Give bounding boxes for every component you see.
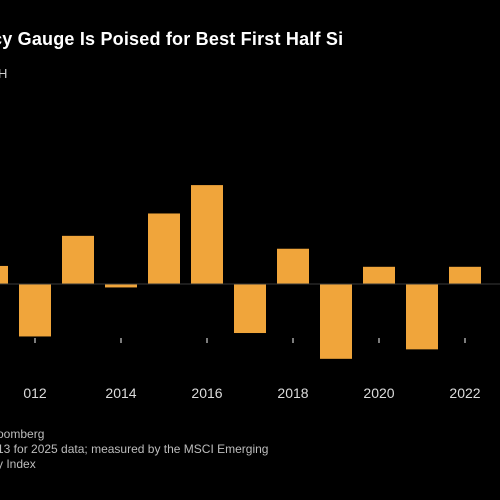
bar-2020: [363, 266, 395, 284]
x-tick-label-2022: 2022: [449, 385, 480, 401]
chart-title: cy Gauge Is Poised for Best First Half S…: [0, 29, 344, 49]
bar-2011: [0, 265, 8, 284]
bar-2013: [62, 235, 94, 284]
x-tick-label-2016: 2016: [191, 385, 222, 401]
bar-2012: [19, 284, 51, 337]
chart-subtitle: H: [0, 66, 8, 81]
bar-2014: [105, 284, 137, 288]
x-tick-label-2018: 2018: [277, 385, 308, 401]
x-tick-label-2020: 2020: [363, 385, 394, 401]
bar-2016: [191, 185, 223, 284]
bar-2017: [234, 284, 266, 334]
footnote-line-2: y Index: [0, 457, 36, 471]
bar-2021: [406, 284, 438, 350]
bar-group: [0, 185, 481, 359]
chart-footer: oomberg 13 for 2025 data; measured by th…: [0, 427, 268, 472]
source-note: oomberg: [0, 427, 45, 441]
bar-2019: [320, 284, 352, 359]
x-tick-label-2014: 2014: [105, 385, 136, 401]
x-tick-label-2012: 012: [23, 385, 47, 401]
bar-2022: [449, 266, 481, 284]
bar-2018: [277, 248, 309, 284]
footnote-line-1: 13 for 2025 data; measured by the MSCI E…: [0, 442, 269, 456]
bar-2015: [148, 213, 180, 284]
x-axis-ticks: [34, 338, 466, 343]
x-axis-tick-labels: 012 2014 2016 2018 2020 2022: [23, 385, 480, 401]
